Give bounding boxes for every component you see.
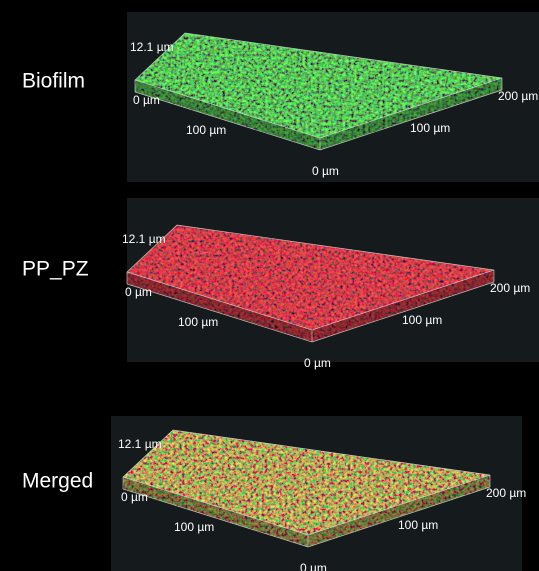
axis-label: 200 µm	[498, 89, 538, 103]
axis-label: 0 µm	[312, 164, 339, 178]
axis-label: 200 µm	[486, 486, 526, 500]
axis-label: 0 µm	[300, 561, 327, 571]
axis-label: 12.1 µm	[118, 437, 162, 451]
axis-label: 12.1 µm	[130, 40, 174, 54]
axis-label: 200 µm	[490, 281, 530, 295]
axis-label: 0 µm	[133, 93, 160, 107]
axis-label: 100 µm	[398, 518, 438, 532]
row-label: Biofilm	[22, 70, 85, 93]
axis-label: 100 µm	[174, 520, 214, 534]
axis-label: 100 µm	[402, 313, 442, 327]
axis-label: 100 µm	[178, 315, 218, 329]
axis-label: 0 µm	[304, 356, 331, 370]
axis-label: 0 µm	[121, 490, 148, 504]
row-label: PP_PZ	[22, 258, 89, 281]
row-label: Merged	[22, 470, 93, 493]
axis-label: 0 µm	[125, 285, 152, 299]
volume-render: 12.1 µm 0 µm 100 µm 100 µm 200 µm 0 µm	[118, 429, 526, 571]
axis-label: 100 µm	[410, 121, 450, 135]
axis-label: 100 µm	[186, 123, 226, 137]
axis-label: 12.1 µm	[122, 232, 166, 246]
